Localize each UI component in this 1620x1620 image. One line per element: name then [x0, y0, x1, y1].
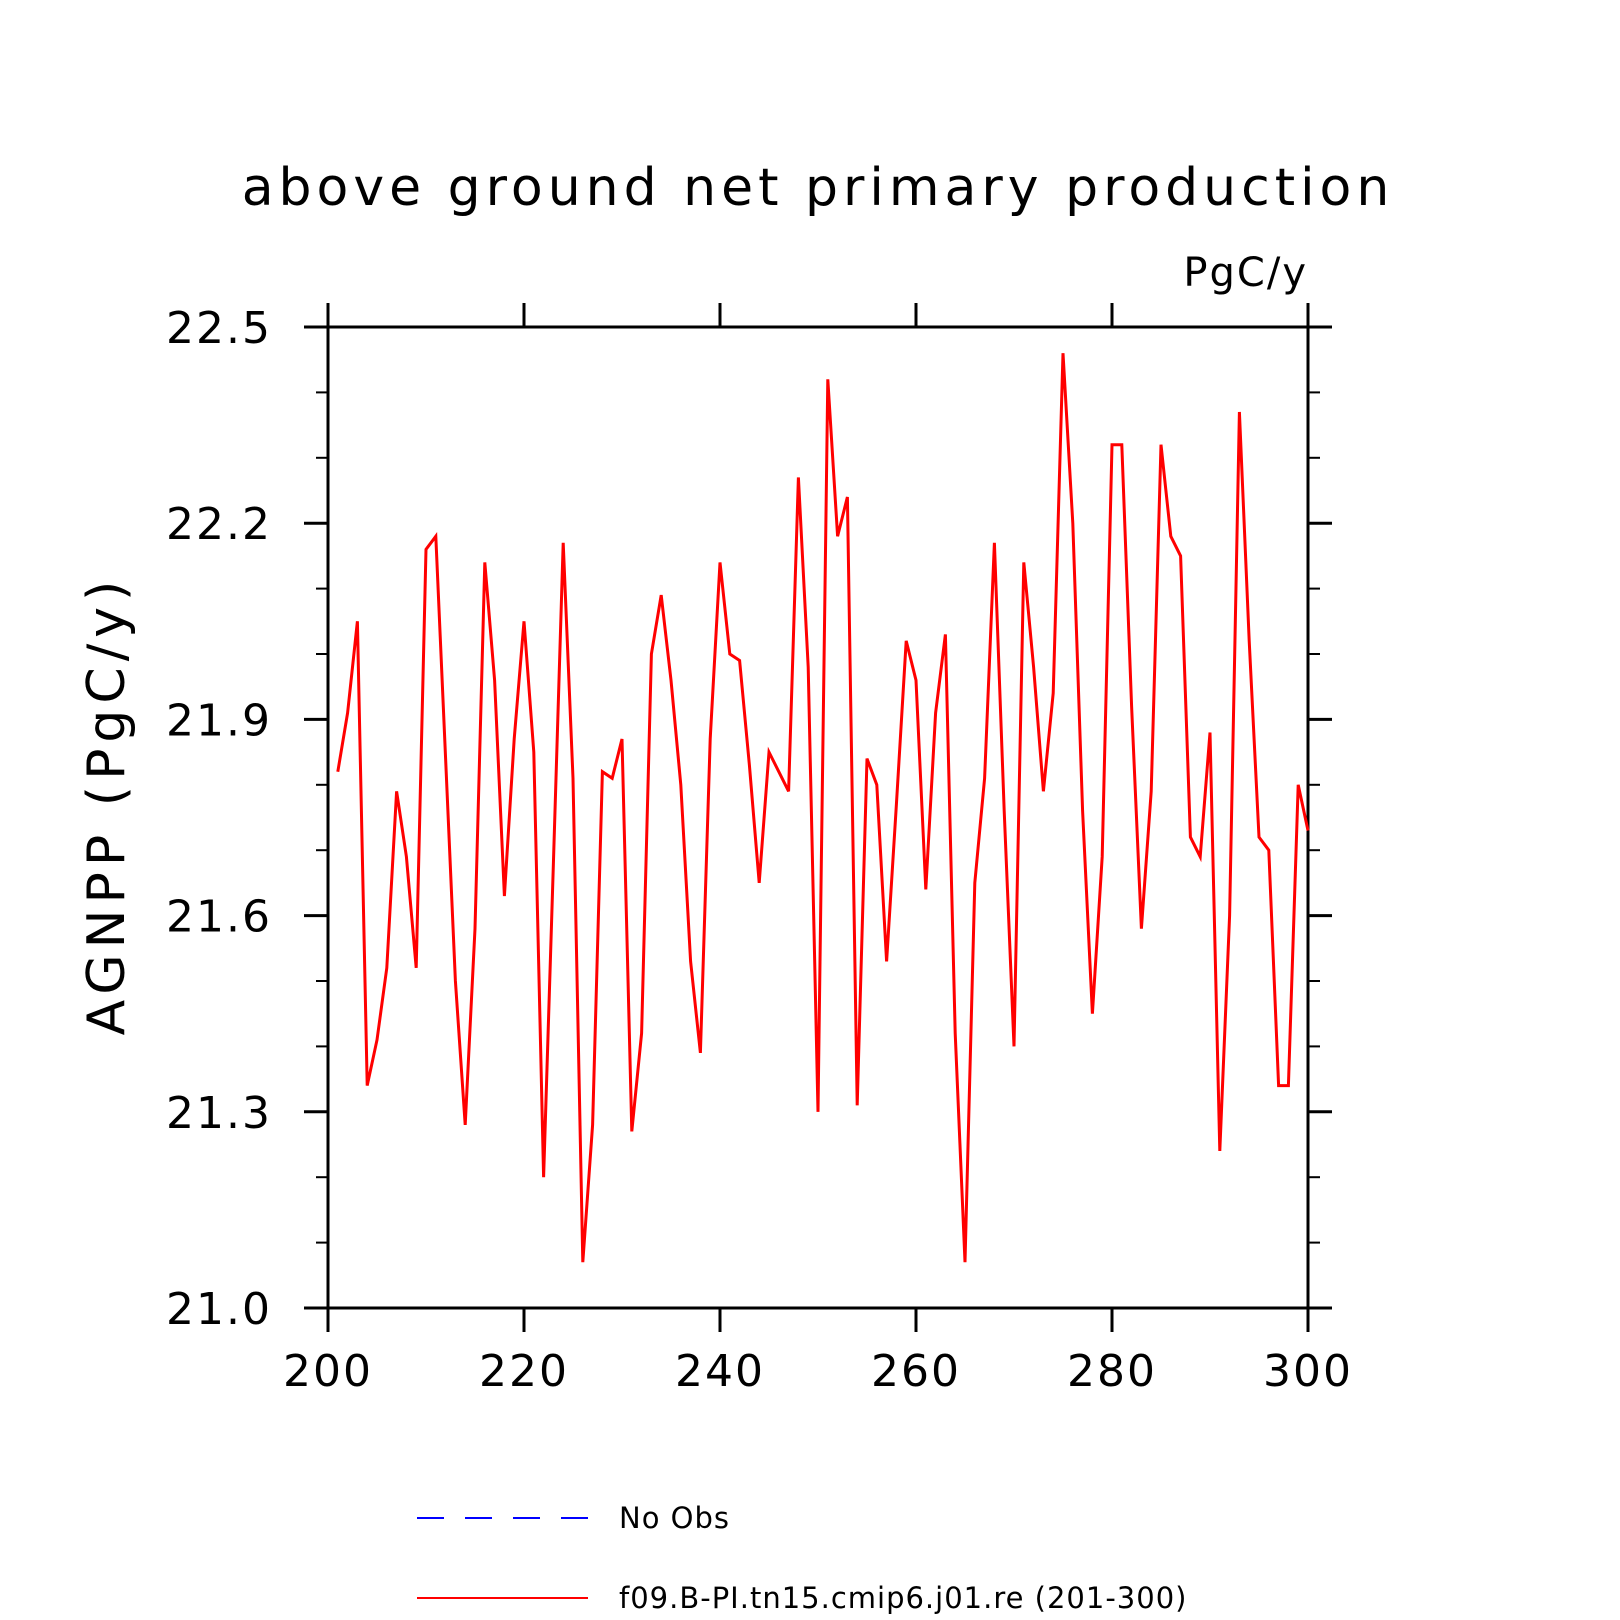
y-tick-label: 21.3 [166, 1088, 272, 1139]
y-axis-label: AGNPP (PgC/y) [77, 575, 137, 1036]
legend-label-no-obs: No Obs [619, 1501, 730, 1535]
x-tick-label: 220 [479, 1346, 569, 1397]
plot-area [326, 325, 1310, 1310]
y-tick-label: 21.0 [166, 1284, 272, 1335]
x-tick-label: 200 [283, 1346, 373, 1397]
legend-label-model: f09.B-PI.tn15.cmip6.j01.re (201-300) [619, 1581, 1187, 1615]
axis-ticks [304, 303, 1332, 1332]
series-line-model [336, 353, 1310, 1263]
y-tick-label: 21.6 [166, 892, 272, 943]
x-tick-label: 280 [1067, 1346, 1157, 1397]
x-tick-label: 260 [871, 1346, 961, 1397]
series-layer [336, 353, 1310, 1263]
y-tick-label: 21.9 [166, 695, 272, 746]
chart-title: above ground net primary production [242, 158, 1395, 218]
y-tick-label: 22.2 [166, 499, 272, 550]
tick-labels: 200 220 240 260 280 300 21.0 21.3 21.6 21.9 22.2 22… [166, 303, 1353, 1397]
legend: No Obs f09.B-PI.tn15.cmip6.j01.re (201-3… [417, 1501, 1187, 1615]
y-tick-label: 22.5 [166, 303, 272, 354]
x-tick-label: 240 [675, 1346, 765, 1397]
plot-frame [326, 325, 1310, 1310]
units-label: PgC/y [1183, 250, 1308, 296]
x-tick-label: 300 [1263, 1346, 1353, 1397]
